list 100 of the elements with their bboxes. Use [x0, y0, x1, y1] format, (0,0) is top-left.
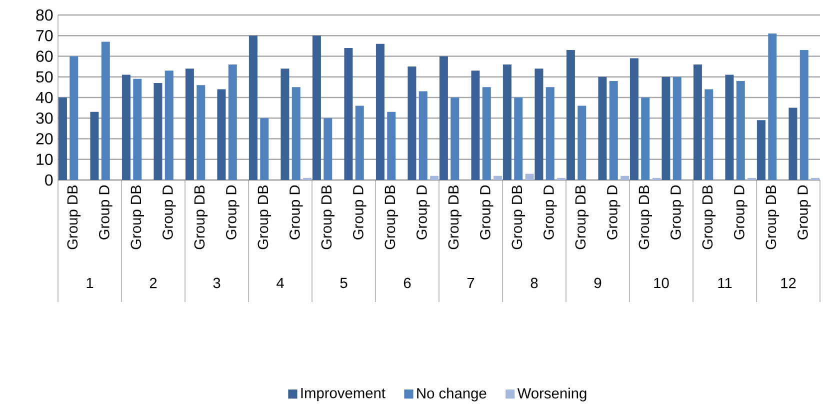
text: 1 [86, 278, 94, 288]
x-tick-label: Group D [162, 185, 176, 240]
x-tick-label: Group D [226, 185, 240, 240]
bar [248, 36, 258, 180]
legend-label: Worsening [517, 388, 586, 402]
bar [324, 118, 332, 180]
x-tick-label: Group DB [512, 185, 526, 250]
text: 7 [467, 278, 474, 288]
bar [525, 174, 534, 180]
y-tick-label: 70 [36, 30, 53, 42]
bar [662, 76, 670, 180]
bar [355, 106, 364, 180]
bar [788, 108, 798, 180]
bar [439, 56, 448, 180]
legend-label: Improvement [301, 388, 386, 402]
bar [736, 81, 745, 180]
text: 6 [404, 278, 411, 288]
bar [280, 68, 290, 180]
y-tick-label: 60 [36, 50, 53, 62]
x-tick-label: Group D [607, 185, 620, 240]
y-tick-label: 50 [36, 71, 53, 83]
bar [598, 76, 607, 180]
bar [418, 91, 428, 180]
bar [58, 97, 67, 180]
bar [90, 112, 99, 180]
x-tick-label: Group DB [130, 185, 144, 250]
text: 5 [340, 278, 348, 288]
bar [494, 176, 502, 180]
y-tick-label: 80 [36, 9, 53, 21]
x-tick-label: Group D [670, 185, 684, 240]
bar [122, 74, 130, 180]
bar [756, 120, 766, 180]
bar [376, 44, 384, 180]
bar [546, 87, 554, 180]
bar [620, 176, 630, 180]
x-tick-label: Group DB [638, 185, 652, 250]
bar [471, 70, 480, 180]
x-tick-label: Group DB [321, 185, 335, 250]
bar [292, 87, 300, 180]
bar [450, 97, 460, 180]
text: 12 [781, 278, 796, 288]
bar [704, 89, 714, 180]
x-tick-label: Group D [290, 185, 303, 240]
bar [387, 112, 396, 180]
bar [578, 106, 586, 180]
bar [260, 118, 269, 180]
text: 2 [150, 278, 157, 288]
x-tick-label: Group DB [575, 185, 589, 250]
bar [228, 64, 237, 180]
bar [630, 58, 638, 180]
bar [70, 56, 78, 180]
bar [768, 34, 777, 180]
x-tick-label: Group DB [67, 185, 81, 250]
bar [672, 76, 682, 180]
x-tick-label: Group D [416, 185, 430, 240]
y-tick-label: 30 [36, 112, 53, 124]
y-tick-label: 0 [45, 174, 53, 186]
bar [482, 87, 491, 180]
x-tick-label: Group DB [258, 185, 272, 250]
bar [133, 78, 142, 180]
text: 3 [213, 278, 220, 288]
bar [693, 64, 702, 180]
x-tick-label: Group D [480, 185, 494, 240]
x-tick-label: Group D [798, 185, 811, 240]
text: 9 [594, 278, 602, 288]
x-tick-label: Group DB [702, 185, 716, 250]
bar [502, 64, 512, 180]
bar [514, 97, 523, 180]
bar [725, 74, 734, 180]
bar [641, 97, 650, 180]
bar [609, 81, 618, 180]
bar [566, 50, 575, 180]
x-tick-label: Group DB [448, 185, 462, 250]
x-tick-label: Group DB [194, 185, 208, 250]
text: 8 [530, 278, 538, 288]
bar [800, 50, 808, 180]
bar [196, 85, 206, 180]
text: 4 [276, 278, 284, 288]
bar [164, 70, 174, 180]
legend-label: No change [417, 388, 486, 402]
x-tick-label: Group DB [766, 185, 780, 250]
bar [344, 48, 353, 180]
bar [312, 36, 321, 180]
x-tick-label: Group D [544, 185, 557, 240]
bar [101, 42, 110, 180]
bar [217, 89, 226, 180]
text: 10 [654, 278, 669, 288]
x-tick-label: Group D [353, 185, 366, 240]
x-tick-label: Group D [734, 185, 748, 240]
bar [408, 66, 416, 180]
y-tick-label: 10 [36, 154, 53, 166]
bar [534, 68, 544, 180]
bar [430, 176, 439, 180]
y-tick-label: 20 [36, 133, 53, 144]
text: 11 [718, 278, 732, 288]
bar [154, 83, 162, 180]
bar [185, 68, 194, 180]
x-tick-label: Group D [99, 185, 112, 240]
x-tick-label: Group DB [384, 185, 398, 250]
y-tick-label: 40 [36, 92, 53, 104]
